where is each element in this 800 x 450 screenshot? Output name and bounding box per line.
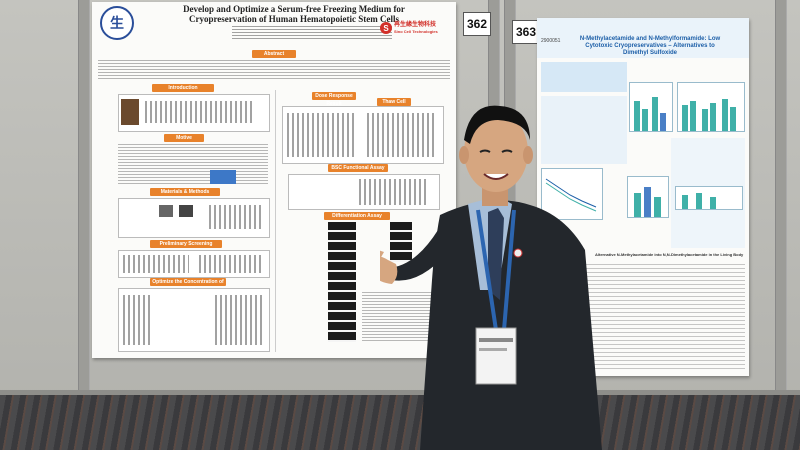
- optimize-figure: [118, 288, 270, 352]
- bsc-chart: [288, 174, 440, 210]
- motive-chart: [210, 170, 236, 184]
- bar-chart-2: [677, 82, 745, 132]
- section-motive: Motive: [164, 134, 204, 142]
- section-abstract: Abstract: [252, 50, 296, 58]
- carpet-floor: [0, 395, 800, 450]
- screening-figure: [118, 250, 270, 278]
- poster-right-title: N-Methylacetamide and N-Methylformamide:…: [579, 36, 721, 56]
- column-divider: [275, 90, 276, 352]
- bar-chart-3: [627, 176, 669, 218]
- section-preliminary-screening: Preliminary Screening: [150, 240, 222, 248]
- university-logo-icon: 生: [100, 6, 134, 40]
- brand-name: 再生緣生物科技: [394, 22, 437, 28]
- line-chart: [541, 168, 603, 220]
- sponsor-brand: S 再生緣生物科技 Sino Cell Technologies: [380, 22, 438, 34]
- brand-logo-icon: S: [380, 22, 392, 34]
- poster-right: 2900051 N-Methylacetamide and N-Methylfo…: [537, 18, 749, 376]
- motive-text: [118, 144, 268, 184]
- board-number-362: 362: [463, 12, 491, 36]
- microscopy-grid-right: [390, 222, 412, 262]
- board-number-363: 363: [512, 20, 540, 44]
- results-charts: [282, 106, 444, 164]
- poster-title-line2: Cryopreservation of Human Hematopoietic …: [188, 14, 400, 24]
- section-optimize-dmso: Optimize the Concentration of DMSO: [150, 278, 226, 293]
- poster-title: Develop and Optimize a Serum-free Freezi…: [144, 4, 444, 24]
- microscopy-grid-left: [328, 222, 356, 342]
- section-bsc-assay: BSC Functional Assay: [328, 164, 388, 172]
- section-dose-result: Dose Response Result: [312, 92, 356, 107]
- poster-right-subtitle: Alternative N-Methylacetamide into N,N-D…: [595, 252, 744, 257]
- poster-authors: [232, 26, 392, 40]
- bar-chart-1: [629, 82, 673, 132]
- poster-left: 生 Develop and Optimize a Serum-free Free…: [92, 2, 456, 358]
- brand-subname: Sino Cell Technologies: [394, 29, 438, 34]
- section-differentiation-assay: Differentiation Assay: [324, 212, 390, 220]
- board-frame-right: [775, 0, 787, 400]
- board-frame-left: [78, 0, 90, 400]
- materials-figure: [118, 198, 270, 238]
- presenter-person: [380, 105, 602, 450]
- methods-section: [541, 96, 627, 164]
- bar-chart-4: [675, 186, 743, 210]
- molecule-diagram: [541, 62, 627, 92]
- poster-id: 2900051: [541, 38, 561, 44]
- abstract-text: [98, 60, 450, 80]
- section-introduction: Introduction: [152, 84, 214, 92]
- poster-title-line1: Develop and Optimize a Serum-free Freezi…: [183, 4, 405, 14]
- intro-figure: [118, 94, 270, 132]
- poster-right-header: [537, 18, 749, 58]
- section-materials: Materials & Methods: [150, 188, 220, 196]
